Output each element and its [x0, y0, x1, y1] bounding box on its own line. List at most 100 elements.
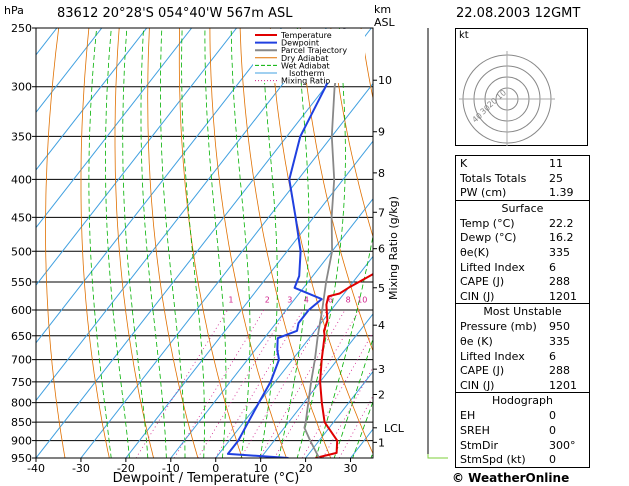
- height-tick-label: LCL: [384, 422, 405, 435]
- dewpoint-series-line: [226, 28, 346, 458]
- wet-adiabat-line: [315, 233, 373, 458]
- unstable-index-row: CIN (J) 1201: [456, 378, 589, 393]
- wet-adiabat-line: [230, 28, 251, 458]
- hodograph-index-value: 0: [549, 423, 556, 437]
- surface-index-row: CIN (J) 1201: [456, 289, 589, 304]
- mixing-ratio-label: 20: [403, 296, 413, 305]
- mixing-ratio-label: 6: [328, 296, 333, 305]
- unstable-index-label: Pressure (mb): [460, 320, 537, 334]
- pressure-tick-label: 750: [11, 376, 32, 389]
- height-tick-label: 5: [378, 282, 385, 295]
- isotherm-line: [36, 28, 372, 458]
- dry-adiabat-line: [178, 28, 243, 458]
- wet-adiabat-line: [140, 28, 167, 458]
- mixing-ratio-line: [259, 309, 346, 458]
- unstable-index-label: CIN (J): [460, 378, 495, 392]
- mixing-ratio-line: [274, 309, 360, 458]
- isotherm-line: [36, 28, 193, 229]
- legend-background: [253, 29, 365, 83]
- surface-wind-barb: [427, 454, 448, 459]
- hodograph-index-label: StmSpd (kt): [460, 453, 526, 467]
- surface-index-label: Temp (°C): [460, 216, 515, 230]
- plot-frame: [35, 27, 374, 459]
- legend-label: Temperature: [280, 31, 332, 40]
- indices-top-block: K 11 Totals Totals 25 PW (cm) 1.39: [456, 156, 589, 200]
- wet-adiabat-line: [181, 28, 205, 458]
- mixing-ratio-line: [322, 366, 373, 458]
- dry-adiabat-line: [603, 28, 629, 458]
- surface-index-label: Lifted Index: [460, 260, 525, 274]
- unstable-index-row: Lifted Index 6: [456, 349, 589, 364]
- mixing-ratio-label: 2: [265, 296, 270, 305]
- credit-label: © WeatherOnline: [452, 471, 570, 485]
- pressure-tick-label: 450: [11, 211, 32, 224]
- pressure-tick-label: 500: [11, 245, 32, 258]
- mixing-ratio-line: [197, 309, 287, 458]
- mixing-ratio-label: 4: [304, 296, 309, 305]
- temperature-tick-label: -20: [117, 462, 135, 475]
- legend-label: Isotherm: [289, 69, 325, 78]
- unstable-index-value: 288: [549, 364, 570, 378]
- height-tick-label: 1: [378, 436, 385, 449]
- unstable-index-value: 1201: [549, 378, 577, 392]
- pressure-tick-label: 950: [11, 452, 32, 465]
- hodograph-index-value: 300°: [549, 438, 576, 452]
- wet-adiabat-line: [204, 28, 227, 458]
- dry-adiabat-line: [269, 28, 373, 455]
- height-tick-label: 8: [378, 167, 385, 180]
- height-tick-label: 2: [378, 388, 385, 401]
- height-tick-label: 9: [378, 126, 385, 139]
- wet-adiabat-line: [296, 28, 346, 458]
- isotherm-line: [36, 28, 327, 402]
- units-hpa-label: hPa: [4, 4, 24, 17]
- pressure-tick-label: 900: [11, 435, 32, 448]
- unstable-index-row: CAPE (J) 288: [456, 363, 589, 378]
- temperature-tick-label: 30: [344, 462, 358, 475]
- mixing-ratio-line: [214, 309, 304, 458]
- surface-index-value: 22.2: [549, 216, 574, 230]
- pressure-tick-label: 350: [11, 130, 32, 143]
- dry-adiabat-line: [239, 28, 332, 458]
- pressure-tick-label: 400: [11, 173, 32, 186]
- hodograph-index-row: StmDir 300°: [456, 438, 589, 453]
- isotherm-line: [80, 82, 373, 458]
- wet-adiabat-line: [105, 28, 130, 458]
- mixing-ratio-label: 3: [287, 296, 292, 305]
- mixing-ratio-label: 1: [228, 296, 233, 305]
- pressure-tick-label: 550: [11, 276, 32, 289]
- mixing-ratio-label: 8: [346, 296, 351, 305]
- hodograph-section-title: Hodograph: [456, 392, 589, 408]
- x-axis-title: Dewpoint / Temperature (°C): [113, 471, 300, 486]
- index-label: Totals Totals: [460, 171, 527, 185]
- legend-label: Parcel Trajectory: [281, 46, 347, 55]
- mixing-ratio-line: [240, 309, 328, 458]
- temperature-tick-label: 10: [254, 462, 268, 475]
- index-label: PW (cm): [460, 186, 507, 200]
- dry-adiabat-line: [300, 28, 373, 353]
- temperature-tick-label: -40: [27, 462, 45, 475]
- mixing-ratio-label: 25: [418, 296, 428, 305]
- dry-adiabat-line: [80, 28, 110, 458]
- surface-index-label: CIN (J): [460, 289, 495, 303]
- height-tick-label: 3: [378, 363, 385, 376]
- legend-label: Dewpoint: [281, 39, 319, 48]
- height-tick-label: 4: [378, 319, 385, 332]
- surface-index-value: 16.2: [549, 231, 574, 245]
- hodograph-index-row: StmSpd (kt) 0: [456, 452, 589, 467]
- dry-adiabat-line: [147, 28, 199, 458]
- surface-block: Temp (°C) 22.2 Dewp (°C) 16.2 θe(K) 335 Lifted…: [456, 216, 589, 304]
- index-label: K: [460, 157, 468, 170]
- wet-adiabat-line: [160, 28, 186, 458]
- indices-table: K 11 Totals Totals 25 PW (cm) 1.39 Surface Te…: [455, 155, 590, 468]
- dry-adiabat-line: [114, 28, 154, 458]
- pressure-tick-label: 800: [11, 397, 32, 410]
- index-row: Totals Totals 25: [456, 171, 589, 186]
- datetime-label: 22.08.2003 12GMT: [456, 6, 581, 21]
- surface-index-row: Temp (°C) 22.2: [456, 216, 589, 231]
- hodograph-index-row: EH 0: [456, 408, 589, 423]
- legend-label: Mixing Ratio: [281, 77, 330, 86]
- surface-index-row: CAPE (J) 288: [456, 274, 589, 289]
- hodograph-index-row: SREH 0: [456, 423, 589, 438]
- height-tick-label: 10: [378, 74, 392, 87]
